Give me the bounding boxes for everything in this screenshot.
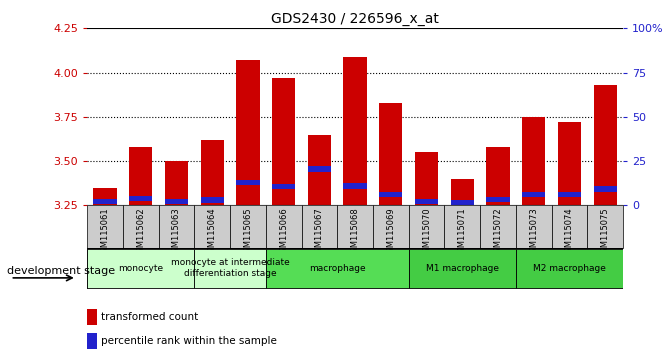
Bar <box>230 205 266 248</box>
Bar <box>87 205 123 248</box>
Bar <box>200 140 224 205</box>
Bar <box>123 205 159 248</box>
Bar <box>558 122 581 205</box>
Text: GSM115075: GSM115075 <box>601 207 610 258</box>
Text: GSM115063: GSM115063 <box>172 207 181 258</box>
Bar <box>409 249 516 288</box>
Bar <box>558 192 581 197</box>
Bar <box>551 205 588 248</box>
Bar <box>373 205 409 248</box>
Text: GSM115073: GSM115073 <box>529 207 538 258</box>
Bar <box>486 147 510 205</box>
Bar <box>522 192 545 197</box>
Text: GSM115068: GSM115068 <box>350 207 360 258</box>
Bar <box>87 309 96 325</box>
Bar <box>266 249 409 288</box>
Bar <box>194 205 230 248</box>
Text: M2 macrophage: M2 macrophage <box>533 264 606 273</box>
Bar <box>594 186 617 192</box>
Bar <box>594 85 617 205</box>
Bar <box>379 103 403 205</box>
Bar <box>200 197 224 202</box>
Bar <box>409 205 444 248</box>
Text: transformed count: transformed count <box>100 312 198 322</box>
Bar <box>480 205 516 248</box>
Bar <box>308 135 331 205</box>
Text: GSM115069: GSM115069 <box>387 207 395 258</box>
Title: GDS2430 / 226596_x_at: GDS2430 / 226596_x_at <box>271 12 439 26</box>
Bar <box>302 205 337 248</box>
Bar <box>194 249 266 288</box>
Text: GSM115067: GSM115067 <box>315 207 324 258</box>
Text: monocyte at intermediate
differentiation stage: monocyte at intermediate differentiation… <box>171 258 289 278</box>
Bar <box>444 205 480 248</box>
Bar <box>516 205 551 248</box>
Bar <box>522 117 545 205</box>
Text: GSM115065: GSM115065 <box>243 207 253 258</box>
Bar <box>266 205 302 248</box>
Bar <box>451 200 474 205</box>
Bar <box>415 199 438 204</box>
Bar <box>415 152 438 205</box>
Bar <box>87 333 96 349</box>
Text: GSM115061: GSM115061 <box>100 207 109 258</box>
Text: development stage: development stage <box>7 266 115 276</box>
Bar <box>87 249 194 288</box>
Text: GSM115062: GSM115062 <box>136 207 145 258</box>
Bar <box>516 249 623 288</box>
Bar <box>129 147 152 205</box>
Bar <box>379 192 403 197</box>
Bar <box>93 199 117 205</box>
Text: GSM115064: GSM115064 <box>208 207 216 258</box>
Bar <box>159 205 194 248</box>
Bar <box>237 60 259 205</box>
Bar <box>451 179 474 205</box>
Text: macrophage: macrophage <box>309 264 366 273</box>
Bar <box>129 195 152 201</box>
Bar <box>272 184 295 189</box>
Bar <box>272 78 295 205</box>
Bar <box>308 166 331 172</box>
Bar <box>93 188 117 205</box>
Text: GSM115074: GSM115074 <box>565 207 574 258</box>
Text: GSM115071: GSM115071 <box>458 207 467 258</box>
Bar <box>165 199 188 204</box>
Text: M1 macrophage: M1 macrophage <box>426 264 498 273</box>
Bar <box>337 205 373 248</box>
Bar <box>237 180 259 185</box>
Text: monocyte: monocyte <box>118 264 163 273</box>
Bar <box>344 183 366 188</box>
Text: GSM115066: GSM115066 <box>279 207 288 258</box>
Bar <box>588 205 623 248</box>
Bar <box>165 161 188 205</box>
Text: percentile rank within the sample: percentile rank within the sample <box>100 336 276 346</box>
Text: GSM115070: GSM115070 <box>422 207 431 258</box>
Bar <box>344 57 366 205</box>
Bar <box>486 197 510 202</box>
Text: GSM115072: GSM115072 <box>494 207 502 258</box>
